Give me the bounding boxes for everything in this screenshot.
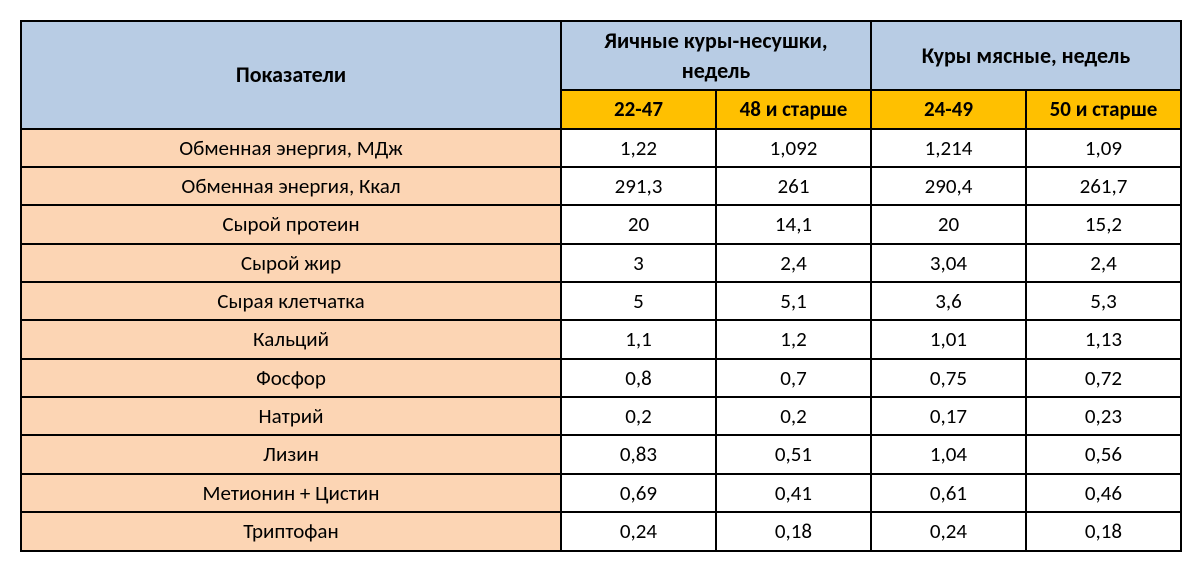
row-label: Сырой протеин <box>21 205 561 243</box>
cell-value: 0,61 <box>871 474 1026 512</box>
cell-value: 0,24 <box>871 512 1026 550</box>
cell-value: 0,17 <box>871 397 1026 435</box>
cell-value: 0,7 <box>716 359 871 397</box>
cell-value: 0,83 <box>561 435 716 473</box>
cell-value: 0,18 <box>716 512 871 550</box>
cell-value: 0,51 <box>716 435 871 473</box>
header-group-egg-hens: Яичные куры-несушки, недель <box>561 21 871 90</box>
cell-value: 0,41 <box>716 474 871 512</box>
cell-value: 1,22 <box>561 129 716 167</box>
cell-value: 1,13 <box>1026 320 1181 358</box>
row-label: Лизин <box>21 435 561 473</box>
subheader-meat-24-49: 24-49 <box>871 90 1026 128</box>
cell-value: 1,214 <box>871 129 1026 167</box>
cell-value: 3 <box>561 244 716 282</box>
cell-value: 0,2 <box>561 397 716 435</box>
row-label: Кальций <box>21 320 561 358</box>
row-label: Сырой жир <box>21 244 561 282</box>
table-row: Сырой протеин 20 14,1 20 15,2 <box>21 205 1181 243</box>
row-label: Обменная энергия, МДж <box>21 129 561 167</box>
cell-value: 1,092 <box>716 129 871 167</box>
row-label: Фосфор <box>21 359 561 397</box>
cell-value: 261,7 <box>1026 167 1181 205</box>
cell-value: 3,04 <box>871 244 1026 282</box>
cell-value: 1,2 <box>716 320 871 358</box>
table-row: Сырая клетчатка 5 5,1 3,6 5,3 <box>21 282 1181 320</box>
row-label: Сырая клетчатка <box>21 282 561 320</box>
cell-value: 15,2 <box>1026 205 1181 243</box>
cell-value: 0,69 <box>561 474 716 512</box>
cell-value: 0,2 <box>716 397 871 435</box>
cell-value: 20 <box>561 205 716 243</box>
cell-value: 1,1 <box>561 320 716 358</box>
cell-value: 0,56 <box>1026 435 1181 473</box>
subheader-meat-50plus: 50 и старше <box>1026 90 1181 128</box>
cell-value: 5,1 <box>716 282 871 320</box>
table-row: Фосфор 0,8 0,7 0,75 0,72 <box>21 359 1181 397</box>
cell-value: 3,6 <box>871 282 1026 320</box>
row-label: Обменная энергия, Ккал <box>21 167 561 205</box>
cell-value: 1,09 <box>1026 129 1181 167</box>
table-row: Кальций 1,1 1,2 1,01 1,13 <box>21 320 1181 358</box>
cell-value: 291,3 <box>561 167 716 205</box>
cell-value: 0,8 <box>561 359 716 397</box>
subheader-egg-48plus: 48 и старше <box>716 90 871 128</box>
cell-value: 0,72 <box>1026 359 1181 397</box>
table-row: Сырой жир 3 2,4 3,04 2,4 <box>21 244 1181 282</box>
table-row: Триптофан 0,24 0,18 0,24 0,18 <box>21 512 1181 550</box>
cell-value: 0,23 <box>1026 397 1181 435</box>
table-body: Обменная энергия, МДж 1,22 1,092 1,214 1… <box>21 129 1181 551</box>
row-label: Метионин + Цистин <box>21 474 561 512</box>
cell-value: 1,01 <box>871 320 1026 358</box>
cell-value: 2,4 <box>716 244 871 282</box>
cell-value: 20 <box>871 205 1026 243</box>
cell-value: 14,1 <box>716 205 871 243</box>
cell-value: 0,75 <box>871 359 1026 397</box>
nutrition-table: Показатели Яичные куры-несушки, недель К… <box>20 20 1182 552</box>
cell-value: 2,4 <box>1026 244 1181 282</box>
cell-value: 0,46 <box>1026 474 1181 512</box>
table-row: Натрий 0,2 0,2 0,17 0,23 <box>21 397 1181 435</box>
cell-value: 5 <box>561 282 716 320</box>
cell-value: 5,3 <box>1026 282 1181 320</box>
cell-value: 290,4 <box>871 167 1026 205</box>
row-label: Триптофан <box>21 512 561 550</box>
header-group-meat-hens: Куры мясные, недель <box>871 21 1181 90</box>
table-row: Лизин 0,83 0,51 1,04 0,56 <box>21 435 1181 473</box>
cell-value: 261 <box>716 167 871 205</box>
table-row: Обменная энергия, Ккал 291,3 261 290,4 2… <box>21 167 1181 205</box>
table-row: Обменная энергия, МДж 1,22 1,092 1,214 1… <box>21 129 1181 167</box>
cell-value: 0,24 <box>561 512 716 550</box>
subheader-egg-22-47: 22-47 <box>561 90 716 128</box>
header-indicator: Показатели <box>21 21 561 129</box>
cell-value: 1,04 <box>871 435 1026 473</box>
cell-value: 0,18 <box>1026 512 1181 550</box>
table-row: Метионин + Цистин 0,69 0,41 0,61 0,46 <box>21 474 1181 512</box>
row-label: Натрий <box>21 397 561 435</box>
